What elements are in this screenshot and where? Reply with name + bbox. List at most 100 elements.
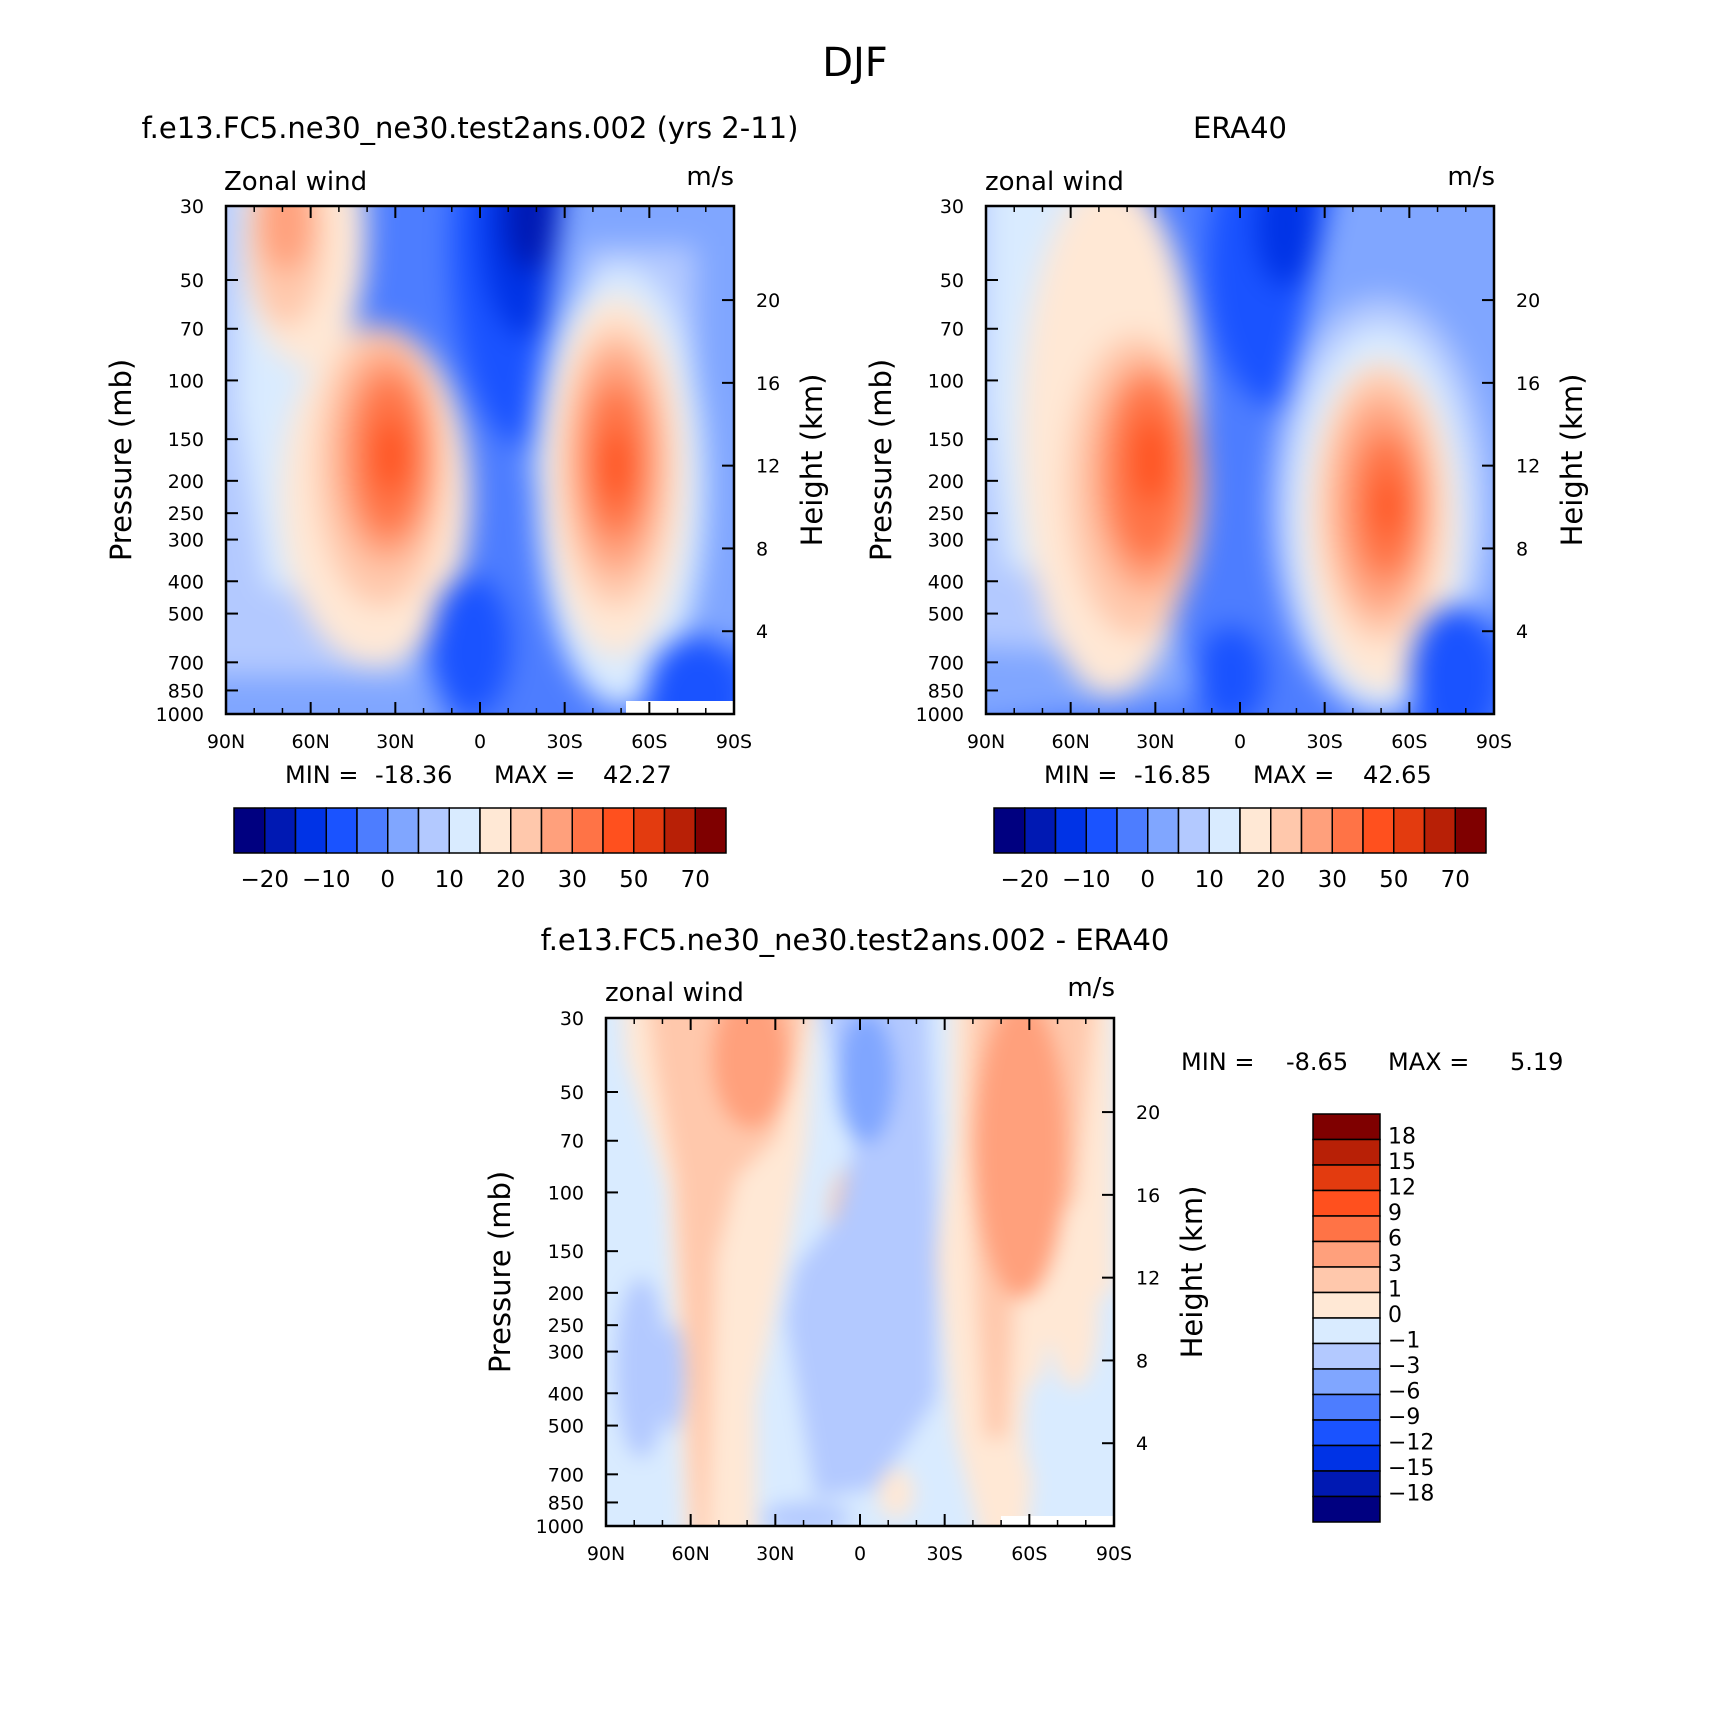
colorbar-label: −9 xyxy=(1388,1405,1420,1430)
min-label: MIN = xyxy=(285,761,358,789)
max-label: MAX = xyxy=(1388,1048,1469,1076)
panel-difference: f.e13.FC5.ne30_ne30.test2ans.002 - ERA40… xyxy=(483,923,1563,1565)
y-axis-label: Pressure (mb) xyxy=(104,359,138,561)
panel-title: f.e13.FC5.ne30_ne30.test2ans.002 - ERA40 xyxy=(541,923,1170,957)
colorbar-label: −1 xyxy=(1388,1329,1420,1354)
y2-axis-label: Height (km) xyxy=(795,374,829,547)
y2-tick-label: 4 xyxy=(1516,621,1528,643)
x-tick-label: 90N xyxy=(587,1543,625,1565)
units-label: m/s xyxy=(1067,973,1115,1003)
colorbar-label: 12 xyxy=(1388,1176,1416,1201)
y2-tick-label: 12 xyxy=(1136,1268,1160,1290)
colorbar-swatch xyxy=(387,807,420,854)
y-tick-label: 1000 xyxy=(916,704,964,726)
y-tick-label: 50 xyxy=(560,1082,584,1104)
x-tick-label: 60N xyxy=(1051,731,1089,753)
y-tick-label: 200 xyxy=(168,471,204,493)
colorbar-label: −18 xyxy=(1388,1482,1434,1507)
colorbar-label: −3 xyxy=(1388,1354,1420,1379)
x-tick-label: 30N xyxy=(1136,731,1174,753)
colorbar-swatch xyxy=(1116,807,1149,854)
y-tick-label: 700 xyxy=(928,652,964,674)
colorbar-swatch xyxy=(448,807,481,854)
colorbar-swatch xyxy=(663,807,696,854)
colorbar-label: 20 xyxy=(496,867,525,893)
y-tick-label: 100 xyxy=(168,370,204,392)
colorbar-swatch xyxy=(1085,807,1118,854)
y2-tick-label: 12 xyxy=(756,456,780,478)
min-value: -18.36 xyxy=(375,761,452,789)
y-tick-label: 250 xyxy=(168,503,204,525)
y2-tick-label: 16 xyxy=(1136,1185,1160,1207)
colorbar-swatch xyxy=(1362,807,1395,854)
y-tick-label: 400 xyxy=(928,571,964,593)
x-tick-label: 90S xyxy=(1096,1543,1132,1565)
y-tick-label: 30 xyxy=(180,196,204,218)
figure-title: DJF xyxy=(822,40,888,86)
y-axis-label: Pressure (mb) xyxy=(864,359,898,561)
y-tick-label: 50 xyxy=(180,270,204,292)
colorbar: −20 −10 0 10 20 30 50 70 xyxy=(993,807,1487,893)
y-tick-label: 250 xyxy=(548,1315,584,1337)
colorbar-label: −15 xyxy=(1388,1456,1434,1481)
colorbar-swatch xyxy=(294,807,327,854)
colorbar-swatch xyxy=(1312,1419,1381,1447)
colorbar-swatch xyxy=(417,807,450,854)
variable-label: Zonal wind xyxy=(224,167,367,197)
colorbar-swatch xyxy=(1239,807,1272,854)
x-tick-label: 30S xyxy=(927,1543,963,1565)
colorbar-swatch xyxy=(1312,1444,1381,1472)
min-label: MIN = xyxy=(1044,761,1117,789)
max-value: 42.27 xyxy=(603,761,672,789)
y-tick-label: 700 xyxy=(548,1464,584,1486)
colorbar-swatch xyxy=(1312,1317,1381,1345)
colorbar-swatch xyxy=(1393,807,1426,854)
units-label: m/s xyxy=(686,162,734,192)
colorbar-label: 50 xyxy=(619,867,648,893)
y2-tick-label: 20 xyxy=(1516,290,1540,312)
y2-tick-label: 16 xyxy=(1516,373,1540,395)
plot-area: 90N 60N 30N 0 30S 60S 90S 30 50 70 100 150 200 250 300… xyxy=(916,196,1541,753)
colorbar-label: 50 xyxy=(1379,867,1408,893)
y-tick-label: 500 xyxy=(548,1416,584,1438)
panel-model: f.e13.FC5.ne30_ne30.test2ans.002 (yrs 2-… xyxy=(104,111,829,893)
colorbar-label: 0 xyxy=(380,867,395,893)
colorbar-label: 9 xyxy=(1388,1201,1402,1226)
y-tick-label: 500 xyxy=(168,604,204,626)
y-tick-label: 50 xyxy=(940,270,964,292)
colorbar-swatch xyxy=(479,807,512,854)
colorbar: −20 −10 0 10 20 30 50 70 xyxy=(233,807,727,893)
y2-tick-label: 4 xyxy=(1136,1433,1148,1455)
colorbar-swatch xyxy=(1270,807,1303,854)
y-axis-label: Pressure (mb) xyxy=(483,1171,517,1373)
x-tick-label: 60N xyxy=(291,731,329,753)
x-tick-label: 90N xyxy=(207,731,245,753)
x-tick-label: 0 xyxy=(474,731,486,753)
max-label: MAX = xyxy=(494,761,575,789)
x-tick-label: 60S xyxy=(1391,731,1427,753)
x-tick-label: 60N xyxy=(671,1543,709,1565)
x-tick-label: 90S xyxy=(1476,731,1512,753)
colorbar-label: 6 xyxy=(1388,1227,1402,1252)
colorbar-label: −20 xyxy=(1000,867,1049,893)
colorbar-swatch xyxy=(993,807,1026,854)
colorbar-label: 10 xyxy=(1195,867,1224,893)
min-value: -8.65 xyxy=(1286,1048,1348,1076)
colorbar-swatch xyxy=(1312,1138,1381,1166)
x-tick-label: 30N xyxy=(376,731,414,753)
colorbar-swatch xyxy=(1300,807,1333,854)
colorbar-label: −10 xyxy=(302,867,351,893)
colorbar-label: 70 xyxy=(681,867,710,893)
y2-tick-label: 4 xyxy=(756,621,768,643)
colorbar-swatch xyxy=(1454,807,1487,854)
y-tick-label: 150 xyxy=(928,429,964,451)
y-tick-label: 400 xyxy=(548,1383,584,1405)
colorbar-label: 15 xyxy=(1388,1150,1416,1175)
y-tick-label: 400 xyxy=(168,571,204,593)
units-label: m/s xyxy=(1447,162,1495,192)
y-tick-label: 100 xyxy=(928,370,964,392)
colorbar-label: 0 xyxy=(1388,1303,1402,1328)
colorbar-swatch xyxy=(694,807,727,854)
plot-area: 90N 60N 30N 0 30S 60S 90S 30 50 70 100 150 200 250 300… xyxy=(156,196,781,753)
